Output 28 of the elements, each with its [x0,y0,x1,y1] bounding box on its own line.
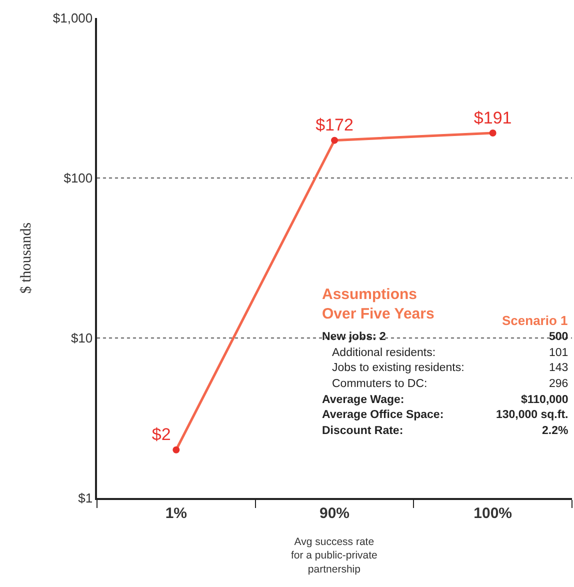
y-tick-label: $100 [64,170,93,186]
data-label: $191 [474,108,512,128]
annotation: $110,000 [521,394,568,406]
y-tick-label: $1 [78,490,93,506]
annotation: Jobs to existing residents: [332,362,464,374]
y-tick-label: $10 [70,330,93,346]
x-tick-label: 1% [165,504,188,522]
annotation: 130,000 sq.ft. [496,409,568,421]
annotation: 143 [549,362,568,374]
annotation: New jobs: 2 [322,331,386,343]
annotation: Discount Rate: [322,425,404,437]
annotation: Scenario 1 [502,313,568,328]
data-label: $172 [316,116,354,135]
annotation: 296 [549,378,568,390]
annotation: Average Office Space: [322,409,444,421]
data-label: $2 [152,425,171,444]
x-tick-label: 100% [474,504,512,522]
annotation: Average Wage: [322,394,404,406]
annotation: 101 [549,347,568,359]
annotation: 500 [549,331,568,343]
annotation: 2.2% [542,425,568,437]
y-axis-title: $ thousands [18,222,35,294]
y-tick-label: $1,000 [52,10,93,26]
x-tick-label: 90% [319,504,350,522]
text: Avg success rate for a public-private partnership [291,536,378,576]
annotation: Assumptions Over Five Years [322,286,434,322]
annotation: Additional residents: [332,347,436,359]
annotation: Commuters to DC: [332,378,428,390]
